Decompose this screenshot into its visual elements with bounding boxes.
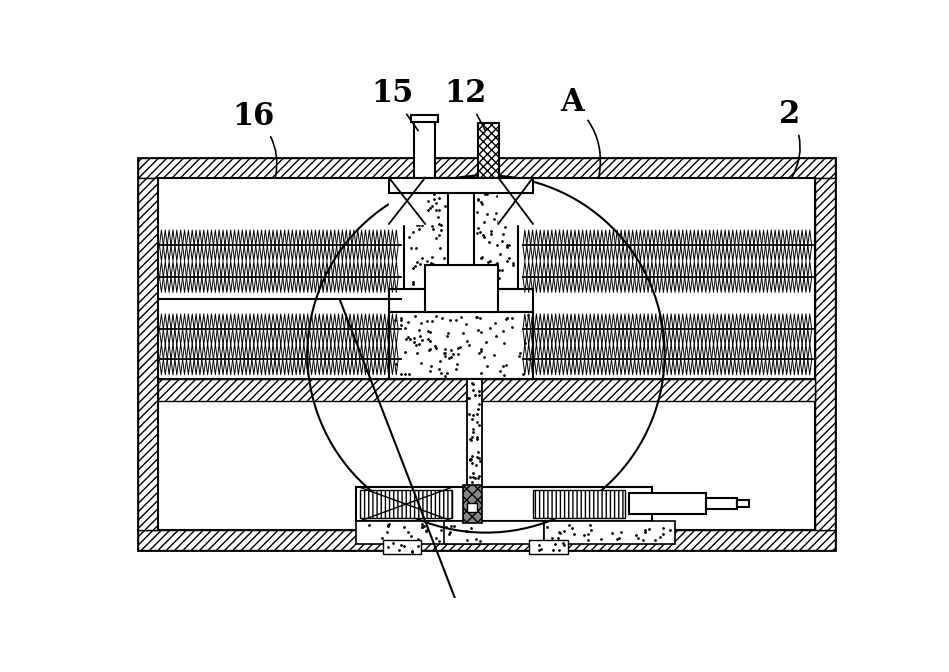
Text: 16: 16 — [233, 101, 277, 177]
Bar — [389, 177, 533, 193]
Bar — [356, 521, 487, 544]
Bar — [138, 530, 835, 550]
Bar — [474, 177, 517, 288]
Text: 2: 2 — [779, 99, 801, 177]
Bar — [467, 380, 482, 487]
Bar — [425, 265, 498, 312]
Bar — [389, 312, 533, 380]
Bar — [138, 177, 158, 530]
Bar — [404, 177, 448, 288]
Bar — [444, 521, 545, 544]
Polygon shape — [498, 177, 533, 224]
Bar — [629, 493, 706, 514]
Bar — [737, 499, 749, 507]
Bar — [477, 123, 499, 177]
Bar — [815, 177, 835, 530]
Text: 12: 12 — [444, 78, 487, 130]
Bar — [138, 158, 835, 177]
Bar — [389, 288, 533, 312]
Bar — [382, 540, 421, 554]
Bar — [545, 521, 676, 544]
Bar — [533, 491, 625, 518]
Bar — [158, 380, 815, 401]
Polygon shape — [389, 177, 425, 224]
Bar — [138, 158, 835, 550]
Bar — [411, 114, 438, 122]
Bar — [468, 503, 476, 512]
Bar — [706, 498, 737, 509]
Bar — [158, 177, 815, 530]
Text: A: A — [560, 87, 601, 177]
Bar — [360, 491, 452, 518]
Text: 15: 15 — [371, 78, 419, 131]
Bar — [463, 485, 482, 523]
Bar — [356, 487, 652, 521]
Bar — [414, 118, 436, 177]
Bar — [530, 540, 568, 554]
